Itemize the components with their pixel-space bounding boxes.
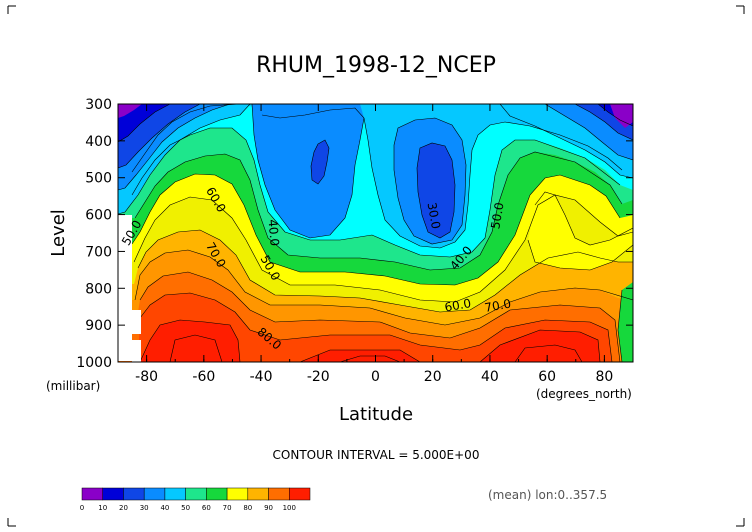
y-unit-label: (millibar): [46, 379, 100, 393]
colorbar-swatch: [123, 487, 145, 501]
polar-left-purple: [118, 104, 142, 118]
polar-right-green-lowlevel: [618, 282, 633, 362]
x-tick-label: -20: [307, 369, 330, 385]
y-tick-label: 300: [85, 97, 112, 113]
colorbar-swatch: [185, 487, 207, 501]
colorbar-swatch: [81, 487, 103, 501]
contour-label: 70.0: [483, 297, 512, 315]
x-tick-label: 80: [595, 369, 613, 385]
contour-lines: [118, 104, 633, 362]
tongue-yellow-55n: [528, 192, 633, 270]
contour-label: 60.0: [443, 296, 472, 314]
y-tick-label: 700: [85, 244, 112, 260]
colorbar-swatch: [164, 487, 186, 501]
x-tick-label: -80: [135, 369, 158, 385]
colorbar-swatch: [247, 487, 269, 501]
polar-left-blue-10: [118, 104, 170, 142]
subset-label: (mean) lon:0..357.5: [488, 488, 607, 502]
x-axis: -80 -60 -40 -20 0 20 40 60 80: [117, 104, 634, 385]
colorbar-label: 100: [283, 504, 296, 512]
y-tick-label: 400: [85, 134, 112, 150]
y-axis-title: Level: [48, 209, 69, 257]
colorbar-label: 70: [223, 504, 232, 512]
x-tick-label: -40: [250, 369, 273, 385]
page-corner-marks: [7, 5, 745, 527]
colorbar-swatch: [102, 487, 124, 501]
colorbar-label: 30: [140, 504, 149, 512]
colorbar-label: 90: [264, 504, 273, 512]
contour-band-blue-30-left: [252, 104, 364, 238]
contour-label: 40.0: [265, 219, 281, 247]
colorbar-label: 50: [181, 504, 190, 512]
contour-label: 50.0: [488, 201, 506, 230]
y-tick-label: 900: [85, 318, 112, 334]
colorbar-swatch: [268, 487, 290, 501]
contour-band-blue-25-right: [417, 143, 455, 238]
x-tick-label: 0: [371, 369, 380, 385]
x-tick-label: 40: [481, 369, 499, 385]
contour-interval-label: CONTOUR INTERVAL = 5.000E+00: [273, 448, 480, 462]
y-tick-label: 1000: [76, 355, 112, 371]
polar-right-purple: [610, 104, 633, 128]
colorbar: 0 10 20 30 40 50 60 70 80 90 100: [80, 487, 311, 512]
colorbar-label: 20: [119, 504, 128, 512]
colorbar-label: 60: [202, 504, 211, 512]
chart-title: RHUM_1998-12_NCEP: [256, 53, 496, 78]
x-axis-title: Latitude: [339, 404, 413, 425]
colorbar-swatch: [289, 487, 311, 501]
y-tick-label: 500: [85, 171, 112, 187]
y-axis: 300 400 500 600 700 800 900 1000: [76, 97, 633, 371]
y-tick-label: 800: [85, 281, 112, 297]
colorbar-swatch: [226, 487, 249, 501]
x-tick-label: 60: [538, 369, 556, 385]
colorbar-swatch: [206, 487, 228, 501]
x-tick-label: -60: [192, 369, 215, 385]
x-tick-label: 20: [424, 369, 442, 385]
y-tick-label: 600: [85, 208, 112, 224]
colorbar-label: 40: [160, 504, 169, 512]
plot-area: [118, 104, 633, 362]
x-unit-label: (degrees_north): [536, 387, 632, 401]
colorbar-label: 0: [80, 504, 84, 512]
colorbar-swatch: [143, 487, 166, 501]
contour-band-cyan-40: [118, 104, 633, 248]
colorbar-label: 80: [243, 504, 252, 512]
colorbar-label: 10: [98, 504, 107, 512]
contour-label: 30.0: [425, 201, 443, 230]
